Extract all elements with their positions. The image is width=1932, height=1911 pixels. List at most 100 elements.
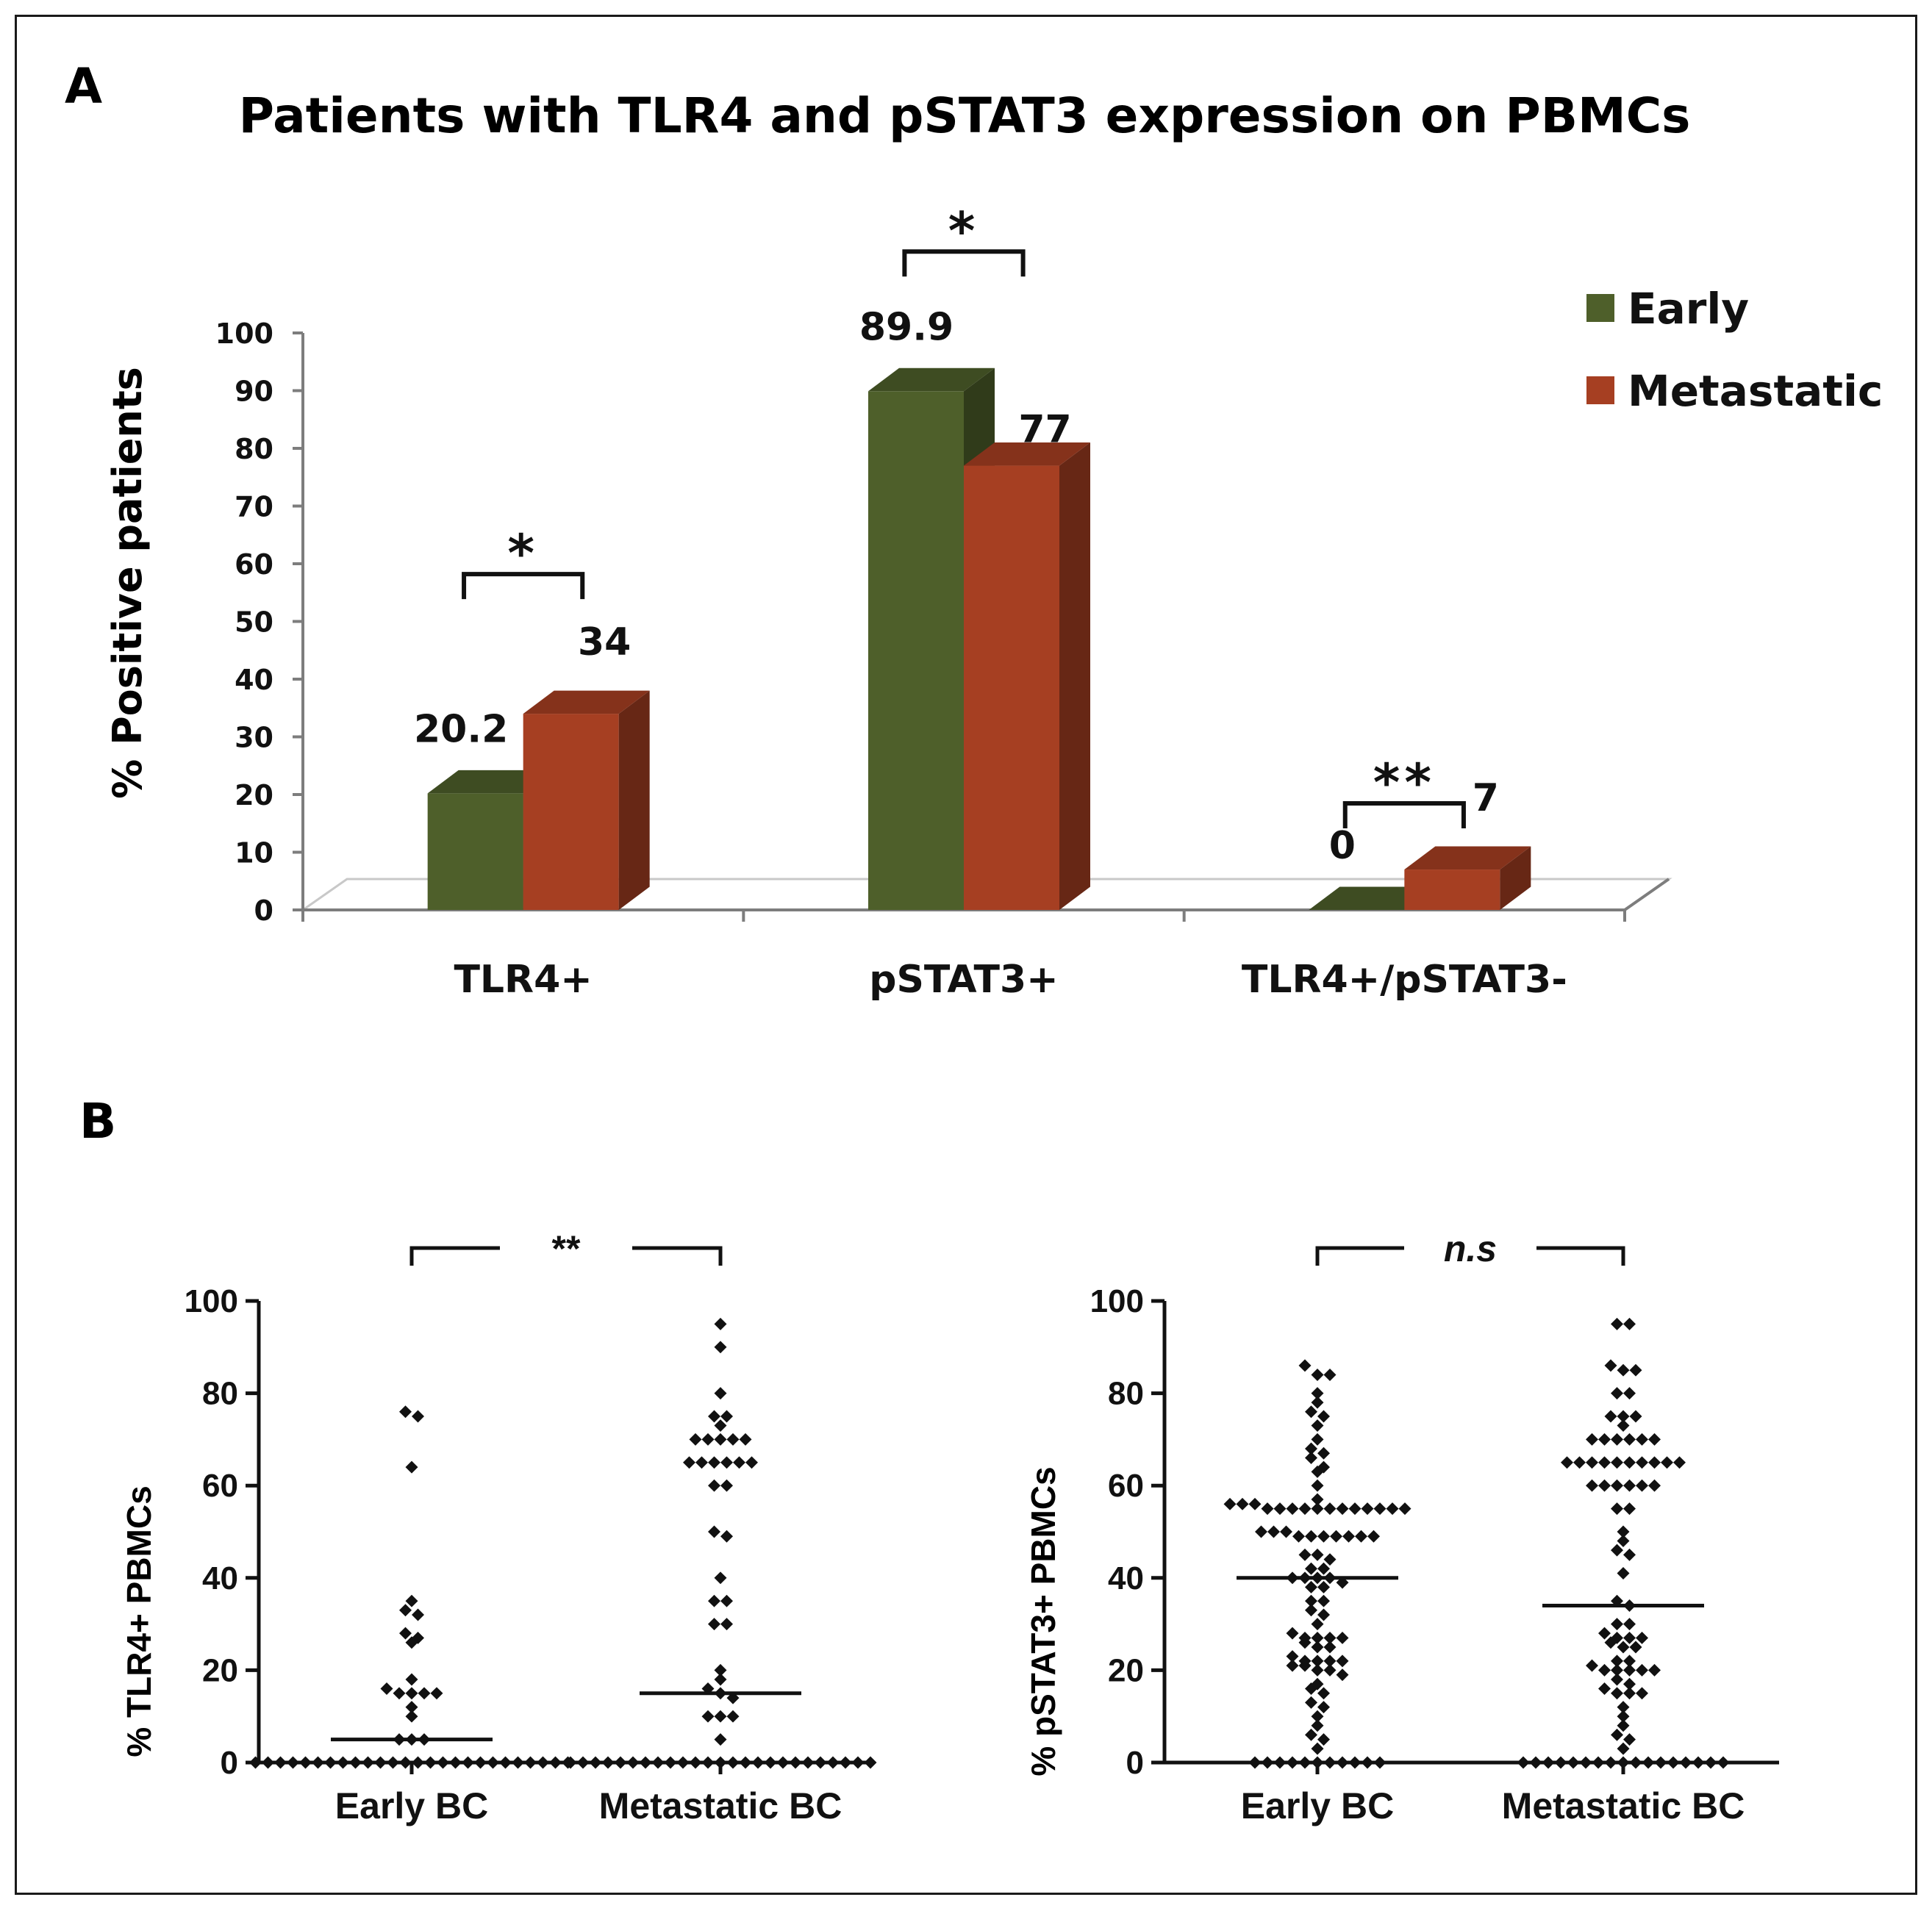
dotplot-point (1261, 1502, 1274, 1516)
chart-a-ylabel: % Positive patients (104, 367, 151, 799)
dotplot-point (720, 1479, 733, 1492)
dotplot-point (1617, 1363, 1630, 1377)
chart-a-ytick-label: 20 (235, 779, 273, 811)
chart-a-category-label: TLR4+ (454, 958, 592, 1002)
dotplot-point (405, 1594, 418, 1607)
dotplot-point (1323, 1368, 1337, 1381)
dotplot-point (1611, 1673, 1623, 1686)
dotplot-point (1361, 1502, 1374, 1516)
dotplot-point (1373, 1502, 1387, 1516)
dotplot-point (1323, 1553, 1337, 1566)
dotplot-point (676, 1756, 690, 1769)
dotplot-point (1554, 1756, 1567, 1769)
dotplot-point (1286, 1659, 1299, 1672)
dotplot-point (1355, 1530, 1367, 1543)
dotplot-point (405, 1687, 418, 1700)
dotplot-point (1611, 1618, 1623, 1631)
dotplot-point (1623, 1479, 1636, 1492)
dotplot-point (1623, 1631, 1636, 1644)
dotplot-point (714, 1433, 727, 1446)
dotplot-point (576, 1756, 590, 1769)
dotplot-point (1598, 1682, 1611, 1696)
dotplot-point (405, 1673, 418, 1686)
chart-a-ytick-label: 30 (235, 722, 273, 754)
dotplot-point (1298, 1502, 1312, 1516)
dotplot-point (1586, 1659, 1598, 1672)
dotplot-point (1648, 1433, 1661, 1446)
dotplot-point (745, 1456, 758, 1469)
dotplot-point (1611, 1631, 1623, 1644)
dotplot-point (1717, 1756, 1730, 1769)
dotplot-point (1317, 1460, 1330, 1474)
dotplot-point (1317, 1580, 1330, 1593)
dotplot-ytick-label: 60 (1108, 1468, 1144, 1504)
dotplot-point (1617, 1525, 1630, 1538)
dotplot-point (1298, 1654, 1312, 1668)
dotplot-point (1623, 1502, 1636, 1516)
dotplot-point (437, 1756, 449, 1769)
dotplot-point (1286, 1627, 1299, 1640)
dotplot-ytick-label: 40 (1108, 1560, 1144, 1596)
dotplot-ytick-label: 80 (202, 1376, 238, 1412)
dotplot-point (664, 1756, 677, 1769)
dotplot-point (739, 1433, 752, 1446)
dotplot-ytick-label: 20 (202, 1652, 238, 1688)
dotplot-point (714, 1673, 727, 1686)
dotplot-point (1311, 1631, 1324, 1644)
bar-early-front (427, 793, 523, 910)
chart-a-ytick-label: 80 (235, 433, 273, 465)
dotplot-point (1386, 1502, 1399, 1516)
dotplot-point (1305, 1580, 1317, 1593)
dotplot-point (1648, 1479, 1661, 1492)
dotplot-point (1317, 1608, 1330, 1621)
bar-metastatic-side (1500, 846, 1531, 910)
dotplot-point (1311, 1493, 1324, 1506)
dotplot-point (1611, 1456, 1623, 1469)
dotplot-point (720, 1456, 733, 1469)
chart-b-left: 0 20 40 60 80 100 Early BC Metastatic BC ** (185, 1228, 877, 1826)
dotplot-point (1236, 1497, 1249, 1510)
dotplot-point (1323, 1631, 1337, 1644)
dotplot-point (1330, 1530, 1342, 1543)
bar-value-label: 34 (578, 620, 631, 664)
dotplot-point (1311, 1387, 1324, 1400)
significance-marker: ** (1373, 753, 1436, 813)
dotplot-point (1311, 1756, 1324, 1769)
dotplot-point (1592, 1756, 1605, 1769)
dotplot-point (708, 1594, 720, 1607)
dotplot-point (701, 1710, 715, 1723)
dotplot-point (714, 1341, 727, 1354)
dotplot-point (1305, 1594, 1317, 1607)
dotplot-point (1636, 1687, 1648, 1700)
dotplot-point (1323, 1641, 1337, 1654)
dotplot-point (1305, 1562, 1317, 1575)
dotplot-point (1305, 1696, 1317, 1709)
dotplot-point (262, 1756, 274, 1769)
dotplot-point (1311, 1396, 1324, 1409)
legend-swatch-early (1586, 294, 1614, 322)
dotplot-point (1255, 1525, 1267, 1538)
dotplot-point (1286, 1756, 1299, 1769)
dotplot-point (312, 1756, 324, 1769)
dotplot-point (1617, 1756, 1630, 1769)
dotplot-point (1323, 1654, 1337, 1668)
dotplot-point (1604, 1359, 1617, 1372)
dotplot-point (701, 1433, 715, 1446)
dotplot-point (405, 1701, 418, 1714)
dotplot-point (1298, 1548, 1312, 1561)
dotplot-point (1273, 1502, 1287, 1516)
dotplot-point (474, 1756, 487, 1769)
dotplot-point (1611, 1728, 1623, 1741)
dotplot-point (1398, 1502, 1412, 1516)
dotplot-point (1611, 1654, 1623, 1668)
dotplot-point (801, 1756, 815, 1769)
dotplot-point (764, 1756, 777, 1769)
dotplot-point (614, 1756, 627, 1769)
dotplot-point (1361, 1756, 1374, 1769)
chart-a-ytick-label: 70 (235, 491, 273, 523)
dotplot-point (733, 1456, 745, 1469)
dotplot-point (399, 1756, 412, 1769)
dotplot-point (1617, 1641, 1630, 1654)
bar-metastatic-front (964, 465, 1059, 910)
dotplot-point (1642, 1756, 1655, 1769)
